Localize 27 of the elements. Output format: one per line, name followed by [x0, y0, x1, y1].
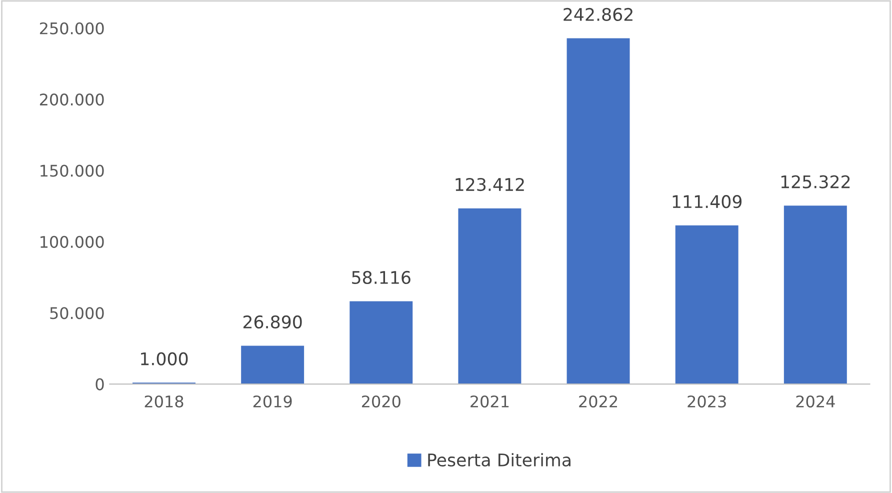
x-tick-label: 2020	[362, 395, 400, 408]
data-label: 26.890	[243, 315, 302, 329]
bar	[784, 206, 847, 384]
data-label: 123.412	[456, 178, 524, 192]
data-label: 58.116	[352, 270, 410, 284]
data-label: 111.409	[672, 195, 742, 208]
data-label: 242.862	[564, 8, 632, 22]
y-tick-label: 0	[96, 378, 104, 390]
bar	[566, 38, 630, 384]
y-tick-label: 200.000	[40, 94, 104, 106]
x-tick-label: 2022	[579, 395, 617, 408]
data-label: 125.322	[781, 175, 850, 188]
y-tick-label: 50.000	[50, 307, 104, 320]
legend-label: Peserta Diterima	[428, 453, 570, 466]
data-label: 1.000	[141, 352, 188, 366]
y-tick-label: 150.000	[40, 164, 104, 177]
y-tick-label: 250.000	[40, 22, 104, 34]
bar	[458, 208, 522, 384]
bar	[350, 301, 413, 384]
x-tick-label: 2023	[688, 395, 726, 408]
x-tick-label: 2021	[470, 395, 509, 408]
bar	[675, 225, 738, 384]
y-tick-label: 100.000	[40, 236, 104, 248]
x-tick-label: 2024	[796, 395, 835, 408]
bar	[241, 346, 304, 384]
x-tick-label: 2018	[144, 395, 184, 408]
x-tick-label: 2019	[253, 395, 292, 408]
